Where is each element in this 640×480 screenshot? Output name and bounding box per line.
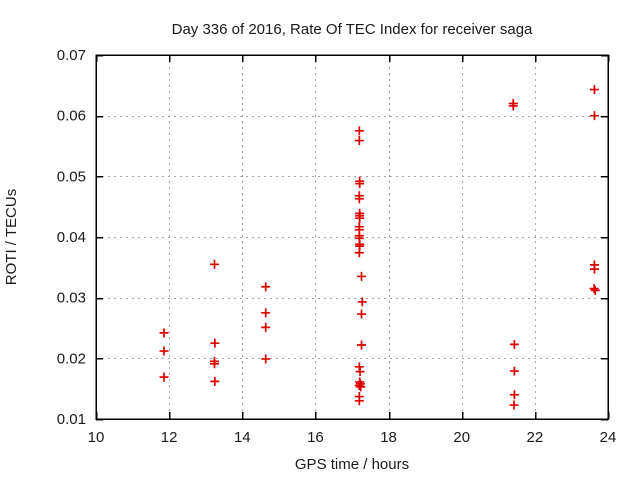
data-point-marker (159, 346, 169, 356)
plot-border (95, 54, 609, 420)
x-tick-label: 18 (380, 429, 397, 446)
data-point-marker (357, 271, 367, 281)
y-tick-label: 0.02 (57, 350, 86, 367)
y-axis-label: ROTI / TECUs (3, 189, 20, 285)
x-tick-label: 22 (527, 429, 544, 446)
data-point-marker (209, 259, 219, 269)
data-point-marker (509, 390, 519, 400)
x-tick-label: 24 (600, 429, 617, 446)
data-point-marker (159, 372, 169, 382)
data-point-marker (357, 340, 367, 350)
data-point-marker (209, 359, 219, 369)
data-point-marker (355, 213, 365, 223)
y-tick-label: 0.04 (57, 229, 86, 246)
data-point-marker (159, 328, 169, 338)
y-tick-label: 0.05 (57, 168, 86, 185)
data-point-marker (354, 126, 364, 136)
data-point-marker (589, 85, 599, 95)
data-point-marker (508, 101, 518, 111)
data-point-marker (356, 382, 366, 392)
data-point-marker (357, 297, 367, 307)
y-tick-labels: 0.01 0.02 0.03 0.04 0.05 0.06 0.07 (57, 47, 86, 428)
y-tick-label: 0.07 (57, 47, 86, 64)
data-point-marker (210, 338, 220, 348)
x-tick-label: 14 (234, 429, 251, 446)
x-tick-label: 10 (88, 429, 105, 446)
grid-layer (96, 55, 608, 419)
chart-title: Day 336 of 2016, Rate Of TEC Index for r… (172, 21, 533, 38)
y-tick-label: 0.01 (57, 411, 86, 428)
data-point-marker (261, 322, 271, 332)
data-point-marker (357, 309, 367, 319)
x-tick-label: 12 (161, 429, 178, 446)
data-point-marker (509, 339, 519, 349)
data-point-marker (355, 179, 365, 189)
y-tick-label: 0.03 (57, 290, 86, 307)
data-point-marker (355, 367, 365, 377)
data-point-marker (354, 194, 364, 204)
x-tick-label: 16 (307, 429, 324, 446)
data-point-marker (261, 282, 271, 292)
data-point-marker (509, 400, 519, 410)
x-tick-label: 20 (453, 429, 470, 446)
x-axis-label: GPS time / hours (295, 456, 409, 473)
data-point-marker (261, 354, 271, 364)
data-points-layer (159, 85, 600, 410)
data-point-marker (354, 248, 364, 258)
x-tick-labels: 10 12 14 16 18 20 22 24 (88, 429, 617, 446)
data-point-marker (354, 396, 364, 406)
data-point-marker (210, 376, 220, 386)
data-point-marker (354, 381, 364, 391)
data-point-marker (509, 366, 519, 376)
data-point-marker (590, 285, 600, 295)
data-point-marker (354, 136, 364, 146)
y-tick-label: 0.06 (57, 108, 86, 125)
data-point-marker (589, 284, 599, 294)
data-point-marker (589, 111, 599, 121)
data-point-marker (261, 308, 271, 318)
data-point-marker (589, 264, 599, 274)
